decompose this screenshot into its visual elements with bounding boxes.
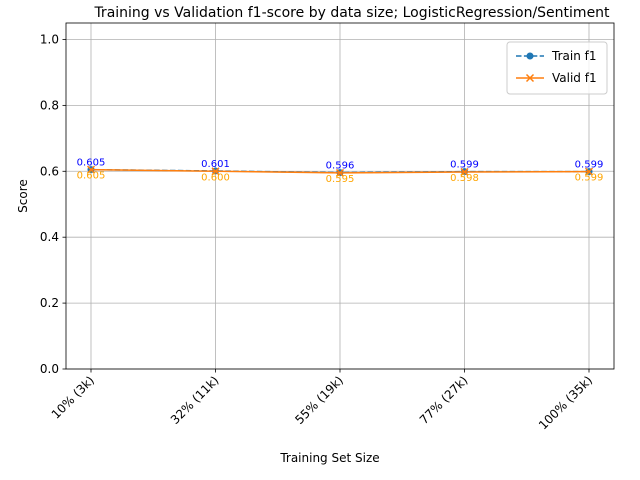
series-layer bbox=[86, 165, 594, 177]
valid-marker bbox=[86, 165, 96, 174]
data-label: 0.599 bbox=[575, 160, 604, 171]
legend-marker bbox=[526, 52, 534, 60]
y-tick-label: 0.6 bbox=[40, 164, 59, 178]
valid-marker bbox=[335, 168, 345, 177]
valid-marker-stroke bbox=[211, 167, 220, 176]
legend: Train f1 Valid f1 bbox=[506, 41, 608, 95]
chart-title: Training vs Validation f1-score by data … bbox=[93, 5, 610, 21]
data-label: 0.605 bbox=[77, 158, 106, 169]
y-tick-label: 0.0 bbox=[40, 362, 59, 376]
legend-label: Valid f1 bbox=[552, 71, 597, 85]
data-label: 0.601 bbox=[201, 159, 230, 170]
valid-marker-stroke bbox=[86, 165, 96, 174]
data-label: 0.600 bbox=[201, 172, 230, 183]
legend-label: Train f1 bbox=[551, 49, 596, 63]
data-label: 0.598 bbox=[450, 173, 479, 184]
valid-marker bbox=[460, 167, 469, 176]
x-axis-label: Training Set Size bbox=[279, 451, 379, 465]
y-tick-label: 0.8 bbox=[40, 98, 59, 112]
data-label: 0.599 bbox=[450, 160, 479, 171]
valid-marker bbox=[584, 167, 594, 176]
y-axis-label: Score bbox=[16, 179, 30, 213]
valid-marker-stroke bbox=[460, 167, 469, 176]
y-tick-label: 0.2 bbox=[40, 296, 59, 310]
data-label: 0.599 bbox=[575, 173, 604, 184]
valid-marker bbox=[211, 167, 220, 176]
data-label: 0.595 bbox=[326, 174, 355, 185]
grid-lines bbox=[66, 23, 614, 370]
y-axis-ticks: 0.0 0.2 0.4 0.6 0.8 1.0 bbox=[40, 32, 66, 376]
y-tick-label: 0.4 bbox=[40, 230, 59, 244]
y-tick-label: 1.0 bbox=[40, 32, 59, 46]
data-label: 0.605 bbox=[77, 171, 106, 182]
legend-marker bbox=[525, 73, 535, 83]
data-label: 0.596 bbox=[326, 161, 355, 172]
data-labels-layer: 0.605 0.601 0.596 0.599 0.599 0.605 0.600 0.595… bbox=[77, 158, 604, 185]
valid-marker-stroke bbox=[335, 168, 345, 177]
valid-marker-stroke bbox=[584, 167, 594, 176]
